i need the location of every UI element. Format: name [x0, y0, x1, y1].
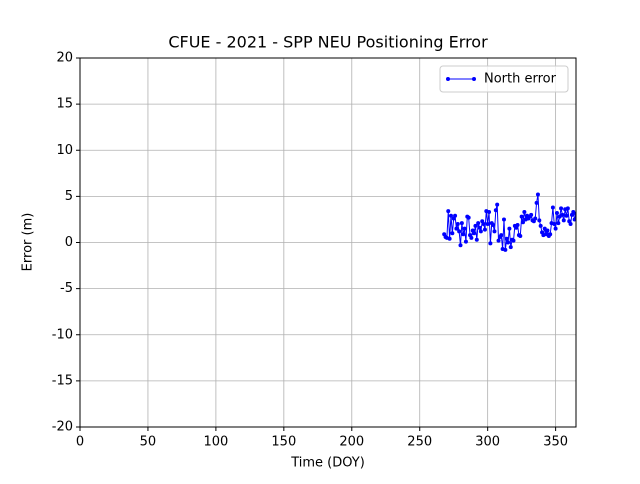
data-point [518, 234, 523, 239]
data-point [482, 227, 487, 232]
x-tick-label: 250 [407, 435, 432, 450]
data-point [495, 202, 500, 207]
data-point [492, 229, 497, 234]
data-point [564, 213, 569, 218]
y-tick-label: 5 [65, 189, 73, 204]
data-point [463, 239, 468, 244]
x-tick-label: 100 [203, 435, 228, 450]
data-point [554, 210, 559, 215]
legend-marker [446, 77, 450, 81]
data-point [455, 222, 460, 227]
x-tick-label: 200 [339, 435, 364, 450]
data-point [515, 222, 520, 227]
y-tick-label: -10 [52, 327, 73, 342]
y-tick-label: 15 [56, 97, 73, 112]
data-point [447, 236, 452, 241]
legend-label: North error [484, 72, 557, 87]
x-tick-label: 300 [475, 435, 500, 450]
chart-title: CFUE - 2021 - SPP NEU Positioning Error [168, 33, 488, 52]
data-point [568, 222, 573, 227]
plot-area [442, 192, 576, 252]
legend-box [439, 65, 569, 93]
data-point [458, 243, 463, 248]
data-point [450, 231, 455, 236]
data-point [519, 214, 524, 219]
data-point [459, 221, 464, 226]
data-point [552, 222, 557, 227]
x-axis-label: Time (DOY) [290, 456, 365, 471]
data-point [545, 228, 550, 233]
data-point [487, 210, 492, 215]
data-point [477, 225, 482, 230]
data-point [537, 218, 542, 223]
data-line [443, 194, 576, 250]
data-point [503, 247, 508, 252]
data-point [521, 220, 526, 225]
y-tick-label: -5 [60, 281, 73, 296]
data-point [538, 223, 543, 228]
x-tick-label: 50 [140, 435, 157, 450]
data-point [548, 232, 553, 237]
data-point [493, 208, 498, 213]
data-point [553, 226, 558, 231]
data-point [446, 209, 451, 214]
data-point [474, 237, 479, 242]
data-point [511, 238, 516, 243]
data-point [476, 221, 481, 226]
data-point [472, 231, 477, 236]
data-point [448, 213, 453, 218]
data-point [481, 222, 486, 227]
data-point [469, 235, 474, 240]
data-point [496, 238, 501, 243]
data-point [533, 216, 538, 221]
data-point [485, 222, 490, 227]
data-point [457, 229, 462, 234]
y-tick-label: -15 [52, 373, 73, 388]
legend-marker [472, 77, 476, 81]
y-tick-label: 10 [56, 143, 73, 158]
data-point [501, 217, 506, 222]
data-point [504, 236, 509, 241]
data-point [561, 218, 566, 223]
x-tick-label: 150 [271, 435, 296, 450]
data-point [478, 229, 483, 234]
data-point [535, 192, 540, 197]
y-tick-label: 0 [65, 235, 73, 250]
data-point [506, 240, 511, 245]
data-point [453, 213, 458, 218]
data-point [491, 222, 496, 227]
data-point [550, 205, 555, 210]
y-tick-label: 20 [56, 51, 73, 66]
plot-frame [79, 57, 577, 428]
data-point [522, 210, 527, 215]
data-point [499, 233, 504, 238]
y-tick-label: -20 [52, 420, 73, 435]
data-point [461, 232, 466, 237]
data-point [507, 226, 512, 231]
data-point [473, 223, 478, 228]
y-axis-label: Error (m) [21, 213, 36, 272]
data-point [556, 221, 561, 226]
data-point [565, 206, 570, 211]
data-point [572, 217, 576, 222]
x-tick-label: 0 [76, 435, 84, 450]
data-point [488, 241, 493, 246]
data-point [508, 245, 513, 250]
data-point [454, 226, 459, 231]
data-point [559, 206, 564, 211]
data-point [534, 200, 539, 205]
x-tick-label: 350 [543, 435, 568, 450]
data-point [529, 212, 534, 217]
data-point [560, 212, 565, 217]
data-point [462, 226, 467, 231]
data-point [466, 215, 471, 220]
